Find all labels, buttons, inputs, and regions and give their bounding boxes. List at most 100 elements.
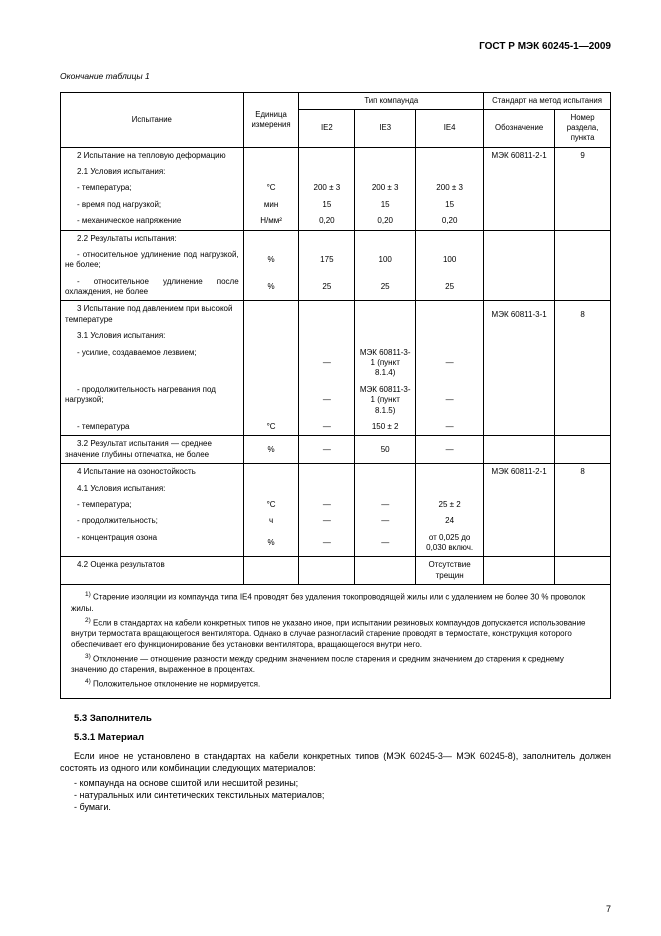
- cell: [484, 530, 555, 557]
- table-row: 3.2 Результат испытания — среднее значен…: [61, 436, 611, 464]
- cell: [355, 147, 416, 164]
- cell: [484, 274, 555, 301]
- cell: [299, 147, 355, 164]
- cell: [484, 419, 555, 436]
- cell-test: 3 Испытание под давлением при высокой те…: [61, 301, 244, 328]
- cell: от 0,025 до 0,030 включ.: [416, 530, 484, 557]
- cell-test: - время под нагрузкой;: [61, 197, 244, 213]
- cell: [555, 274, 611, 301]
- cell: —: [355, 530, 416, 557]
- cell: 25: [299, 274, 355, 301]
- cell: ч: [243, 513, 299, 529]
- footnote: 4) Положительное отклонение не нормирует…: [71, 678, 600, 690]
- cell-test: - температура;: [61, 180, 244, 196]
- footnote: 2) Если в стандартах на кабели конкретны…: [71, 617, 600, 651]
- cell: 175: [299, 247, 355, 274]
- cell: Н/мм²: [243, 213, 299, 230]
- cell: —: [416, 382, 484, 419]
- table-row: - время под нагрузкой; мин 15 15 15: [61, 197, 611, 213]
- cell: 50: [355, 436, 416, 464]
- cell: [484, 164, 555, 180]
- table-row: - концентрация озона % — — от 0,025 до 0…: [61, 530, 611, 557]
- cell: [416, 230, 484, 247]
- cell-test: - усилие, создаваемое лезвием;: [61, 345, 244, 382]
- cell-test: - продолжительность нагревания под нагру…: [61, 382, 244, 419]
- cell-test: 4.2 Оценка результатов: [61, 557, 244, 585]
- cell: 200 ± 3: [416, 180, 484, 196]
- table-footnotes: 1) Старение изоляции из компаунда типа I…: [61, 585, 611, 699]
- cell: 24: [416, 513, 484, 529]
- subsection-heading: 5.3.1 Материал: [74, 732, 611, 744]
- cell: [416, 481, 484, 497]
- table-header-row: Испытание Единица измерения Тип компаунд…: [61, 93, 611, 110]
- col-ie3: IE3: [355, 110, 416, 147]
- cell: [243, 464, 299, 481]
- table-row: 2.2 Результаты испытания:: [61, 230, 611, 247]
- cell: МЭК 60811-3-1 (пункт 8.1.4): [355, 345, 416, 382]
- cell: [555, 513, 611, 529]
- cell: [355, 328, 416, 344]
- cell: 200 ± 3: [355, 180, 416, 196]
- cell: —: [299, 513, 355, 529]
- cell: [484, 328, 555, 344]
- cell: 0,20: [416, 213, 484, 230]
- cell-test: 4 Испытание на озоностойкость: [61, 464, 244, 481]
- cell: МЭК 60811-2-1: [484, 147, 555, 164]
- col-compound: Тип компаунда: [299, 93, 484, 110]
- page-number: 7: [606, 904, 611, 916]
- cell: [484, 345, 555, 382]
- cell: °C: [243, 419, 299, 436]
- cell: [299, 557, 355, 585]
- cell: мин: [243, 197, 299, 213]
- cell: 200 ± 3: [299, 180, 355, 196]
- col-ie4: IE4: [416, 110, 484, 147]
- cell: [484, 513, 555, 529]
- col-standard: Стандарт на метод испытания: [484, 93, 611, 110]
- table-row: 2 Испытание на тепловую деформацию МЭК 6…: [61, 147, 611, 164]
- cell: [355, 301, 416, 328]
- cell: МЭК 60811-3-1: [484, 301, 555, 328]
- col-unit: Единица измерения: [243, 93, 299, 148]
- cell: [555, 481, 611, 497]
- cell: [299, 301, 355, 328]
- cell: [355, 481, 416, 497]
- cell: —: [416, 345, 484, 382]
- cell: °C: [243, 497, 299, 513]
- cell: —: [299, 382, 355, 419]
- footnote: 3) Отклонение — отношение разности между…: [71, 653, 600, 676]
- cell: Отсутствие трещин: [416, 557, 484, 585]
- cell: 15: [299, 197, 355, 213]
- cell: —: [355, 497, 416, 513]
- cell: [416, 164, 484, 180]
- cell: 0,20: [299, 213, 355, 230]
- cell: [299, 230, 355, 247]
- body-paragraph: Если иное не установлено в стандартах на…: [60, 750, 611, 774]
- cell: [555, 436, 611, 464]
- cell-test: 2.1 Условия испытания:: [61, 164, 244, 180]
- footnote: 1) Старение изоляции из компаунда типа I…: [71, 591, 600, 614]
- cell: [484, 213, 555, 230]
- cell: %: [243, 274, 299, 301]
- table-caption: Окончание таблицы 1: [60, 71, 611, 82]
- cell-test: - механическое напряжение: [61, 213, 244, 230]
- cell-test: - концентрация озона: [61, 530, 244, 557]
- table-row: 4 Испытание на озоностойкость МЭК 60811-…: [61, 464, 611, 481]
- cell: [555, 180, 611, 196]
- cell: [484, 230, 555, 247]
- cell: 25: [355, 274, 416, 301]
- cell: [355, 464, 416, 481]
- list-item: компаунда на основе сшитой или несшитой …: [74, 778, 611, 790]
- cell-test: 3.2 Результат испытания — среднее значен…: [61, 436, 244, 464]
- cell: [555, 328, 611, 344]
- cell: [416, 464, 484, 481]
- cell: [299, 481, 355, 497]
- table-row: 4.2 Оценка результатов Отсутствие трещин: [61, 557, 611, 585]
- cell: —: [355, 513, 416, 529]
- cell: —: [299, 530, 355, 557]
- cell-test: - температура;: [61, 497, 244, 513]
- cell: [243, 382, 299, 419]
- cell: [243, 557, 299, 585]
- cell: [555, 530, 611, 557]
- cell: [243, 328, 299, 344]
- table-row: 4.1 Условия испытания:: [61, 481, 611, 497]
